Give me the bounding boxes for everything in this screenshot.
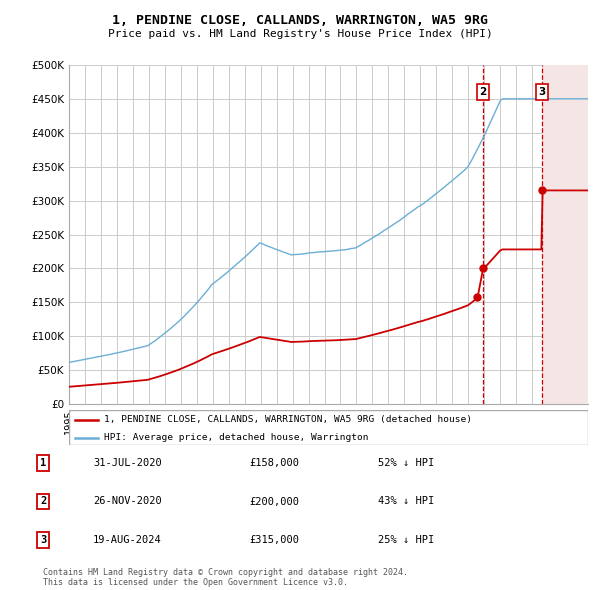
Text: £315,000: £315,000: [249, 535, 299, 545]
Bar: [542, 65, 588, 404]
Text: This data is licensed under the Open Government Licence v3.0.: This data is licensed under the Open Gov…: [43, 578, 348, 588]
Text: 52% ↓ HPI: 52% ↓ HPI: [378, 458, 434, 468]
Text: Price paid vs. HM Land Registry's House Price Index (HPI): Price paid vs. HM Land Registry's House …: [107, 30, 493, 39]
Text: 3: 3: [539, 87, 546, 97]
Text: 25% ↓ HPI: 25% ↓ HPI: [378, 535, 434, 545]
Text: 1: 1: [40, 458, 46, 468]
Text: Contains HM Land Registry data © Crown copyright and database right 2024.: Contains HM Land Registry data © Crown c…: [43, 568, 408, 577]
Text: 1, PENDINE CLOSE, CALLANDS, WARRINGTON, WA5 9RG: 1, PENDINE CLOSE, CALLANDS, WARRINGTON, …: [112, 14, 488, 27]
Bar: [542, 65, 588, 404]
Text: 3: 3: [40, 535, 46, 545]
Text: 2: 2: [40, 497, 46, 506]
Text: 2: 2: [479, 87, 487, 97]
Text: 43% ↓ HPI: 43% ↓ HPI: [378, 497, 434, 506]
Text: £200,000: £200,000: [249, 497, 299, 506]
Text: 31-JUL-2020: 31-JUL-2020: [93, 458, 162, 468]
Text: 19-AUG-2024: 19-AUG-2024: [93, 535, 162, 545]
Text: HPI: Average price, detached house, Warrington: HPI: Average price, detached house, Warr…: [104, 433, 369, 442]
Text: 26-NOV-2020: 26-NOV-2020: [93, 497, 162, 506]
Text: 1, PENDINE CLOSE, CALLANDS, WARRINGTON, WA5 9RG (detached house): 1, PENDINE CLOSE, CALLANDS, WARRINGTON, …: [104, 415, 472, 424]
Text: £158,000: £158,000: [249, 458, 299, 468]
